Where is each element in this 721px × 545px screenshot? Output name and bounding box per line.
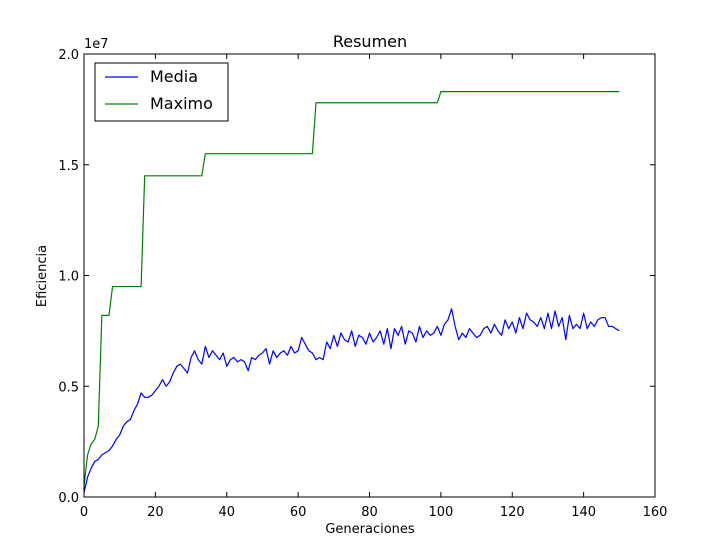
x-tick-label: 80 [361, 505, 378, 520]
y-axis-label: Eficiencia [35, 245, 50, 307]
ticks-layer: 0 20 40 60 80 100 120 140 160 0.0 0.5 1.0 1.5 2.0 [58, 48, 667, 520]
y-tick-label: 1.5 [58, 159, 79, 174]
y-offset-label: 1e7 [84, 37, 109, 52]
x-tick-label: 40 [218, 505, 235, 520]
x-tick-label: 20 [147, 505, 164, 520]
y-tick-label: 0.0 [58, 491, 79, 506]
x-tick-label: 0 [80, 505, 88, 520]
series-layer [83, 91, 620, 493]
x-tick-label: 120 [500, 505, 525, 520]
legend: Media Maximo [94, 62, 229, 122]
x-tick-label: 60 [290, 505, 307, 520]
x-tick-label: 100 [428, 505, 453, 520]
y-tick-label: 2.0 [58, 48, 79, 63]
x-tick-label: 140 [571, 505, 596, 520]
x-tick-label: 160 [643, 505, 668, 520]
x-axis-label: Generaciones [325, 522, 415, 537]
legend-label-maximo: Maximo [150, 94, 213, 113]
chart-title: Resumen [333, 32, 407, 51]
legend-label-media: Media [150, 67, 198, 86]
y-tick-label: 0.5 [58, 380, 79, 395]
y-tick-label: 1.0 [58, 270, 79, 285]
legend-box [94, 62, 229, 122]
series-line-maximo [83, 91, 620, 486]
series-line-media [83, 308, 620, 493]
